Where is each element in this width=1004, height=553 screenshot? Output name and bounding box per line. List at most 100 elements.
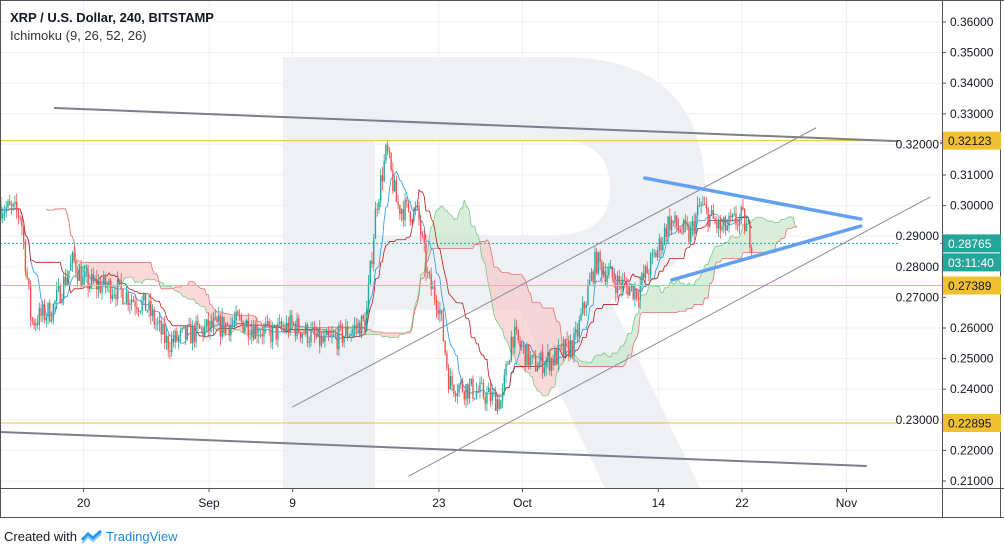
- candle-body: [521, 346, 523, 347]
- candle-body: [111, 295, 114, 299]
- ichimoku-cloud-segment: [323, 327, 325, 330]
- ichimoku-cloud-segment: [208, 294, 210, 317]
- candle-body: [139, 311, 142, 312]
- ichimoku-cloud-segment: [77, 260, 80, 267]
- ichimoku-cloud-segment: [587, 362, 590, 367]
- ichimoku-cloud-segment: [776, 222, 778, 244]
- candle-body: [637, 298, 640, 300]
- candle-body: [158, 320, 161, 323]
- last-price-tag: 0.28765: [948, 237, 992, 251]
- candle-body: [425, 243, 427, 273]
- candle-body: [390, 153, 392, 171]
- ichimoku-cloud-segment: [392, 333, 395, 338]
- candle-body: [742, 207, 744, 210]
- candle-body: [646, 266, 648, 274]
- candle-body: [629, 287, 631, 296]
- candle-body: [211, 321, 213, 329]
- candle-body: [303, 333, 305, 335]
- candle-body: [334, 334, 337, 336]
- candle-body: [251, 328, 253, 337]
- candle-body: [731, 214, 734, 218]
- candle-body: [665, 227, 668, 237]
- price-tick-label: 0.30000: [950, 199, 994, 213]
- price-chart[interactable]: 0.36000 0.35000 0.34000 0.33000 0.32000 0.310…: [0, 0, 1004, 520]
- ichimoku-cloud-segment: [164, 286, 167, 289]
- ichimoku-cloud-segment: [666, 287, 669, 313]
- ichimoku-cloud-segment: [734, 237, 736, 259]
- tradingview-link[interactable]: TradingView: [80, 529, 178, 544]
- candle-body: [641, 273, 643, 285]
- candle-body: [703, 204, 706, 206]
- candle-body: [66, 277, 68, 286]
- ichimoku-cloud-segment: [422, 271, 425, 279]
- ichimoku-cloud-segment: [459, 208, 461, 249]
- candle-body: [317, 327, 319, 337]
- level-price-tag-bg: [943, 131, 1001, 150]
- candle-body: [204, 326, 206, 337]
- ichimoku-cloud-segment: [533, 302, 536, 388]
- candle-body: [588, 280, 591, 287]
- candle-body: [472, 378, 474, 399]
- level-price-tag-bg: [943, 414, 1001, 433]
- candle-body: [216, 317, 218, 322]
- ichimoku-cloud-segment: [591, 359, 594, 367]
- candle-body: [360, 316, 363, 337]
- candle-body: [696, 205, 699, 216]
- candle-body: [357, 322, 359, 329]
- candle-body: [702, 204, 704, 206]
- ichimoku-cloud-segment: [232, 314, 235, 332]
- candle-body: [576, 329, 579, 337]
- candle-body: [677, 226, 680, 230]
- symbol-title: XRP / U.S. Dollar, 240, BITSTAMP: [10, 10, 214, 25]
- candle-body: [433, 286, 436, 300]
- price-tick-label: 0.31000: [950, 168, 994, 182]
- candle-body: [240, 316, 243, 322]
- candle-body: [244, 327, 246, 333]
- candle-body: [57, 285, 60, 290]
- candle-body: [740, 207, 742, 217]
- ichimoku-cloud-segment: [784, 218, 787, 238]
- ichimoku-cloud-segment: [758, 217, 761, 253]
- candle-body: [322, 336, 324, 343]
- ichimoku-cloud-segment: [725, 242, 728, 259]
- candle-body: [695, 215, 697, 234]
- ichimoku-cloud-segment: [140, 262, 143, 284]
- ichimoku-cloud-segment: [490, 248, 493, 304]
- candle-body: [582, 302, 584, 314]
- ichimoku-cloud-segment: [467, 207, 470, 249]
- candle-body: [374, 208, 377, 239]
- ichimoku-cloud-segment: [648, 285, 651, 313]
- ichimoku-cloud-segment: [614, 353, 616, 367]
- candle-body: [545, 360, 547, 368]
- price-tick-label: 0.22000: [950, 443, 994, 457]
- candle-body: [165, 336, 168, 343]
- ichimoku-cloud-segment: [655, 286, 658, 313]
- candle-body: [714, 218, 716, 222]
- candle-body: [137, 309, 140, 312]
- rising-channel-bottom-line: [408, 196, 931, 477]
- candle-body: [623, 279, 626, 281]
- ichimoku-cloud-segment: [769, 221, 771, 253]
- candle-body: [683, 220, 685, 233]
- ichimoku-cloud-segment: [661, 292, 663, 313]
- ichimoku-cloud-segment: [493, 267, 496, 320]
- ichimoku-cloud-segment: [197, 285, 200, 306]
- candle-body: [291, 315, 293, 323]
- indicator-label[interactable]: Ichimoku (9, 26, 52, 26): [10, 28, 147, 43]
- ichimoku-cloud-segment: [594, 355, 597, 367]
- candle-body: [573, 333, 575, 356]
- time-tick-label: Oct: [513, 496, 532, 510]
- candle-body: [228, 325, 230, 336]
- candle-body: [688, 226, 690, 242]
- candle-body: [481, 382, 483, 384]
- candle-body: [296, 318, 298, 336]
- time-tick-label: 9: [289, 496, 296, 510]
- trend-lines: [0, 106, 942, 477]
- candle-body: [301, 333, 304, 339]
- level-price-tag: 0.22895: [948, 417, 992, 431]
- candle-body: [200, 327, 202, 329]
- ichimoku-cloud-segment: [445, 210, 447, 249]
- candle-body: [224, 323, 227, 333]
- candle-body: [489, 387, 492, 401]
- candle-body: [737, 224, 739, 226]
